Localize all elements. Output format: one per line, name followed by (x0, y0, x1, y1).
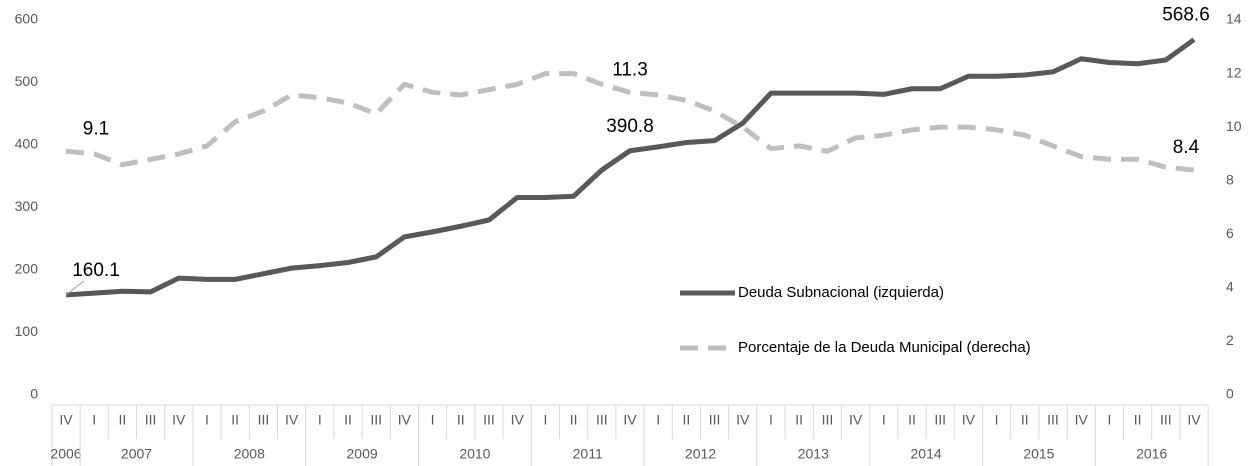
year-label: 2011 (573, 446, 603, 462)
year-label: 2007 (121, 446, 152, 462)
y2-tick-label: 6 (1226, 225, 1234, 241)
year-label: 2008 (234, 446, 265, 462)
year-label: 2012 (685, 446, 716, 462)
x-tick-label: I (318, 412, 322, 428)
x-tick-label: I (995, 412, 999, 428)
y2-tick-label: 8 (1226, 171, 1234, 187)
x-tick-label: IV (285, 412, 299, 428)
x-tick-label: III (258, 412, 270, 428)
y-tick-label: 400 (15, 136, 39, 152)
y2-tick-label: 12 (1226, 64, 1242, 80)
x-tick-label: I (205, 412, 209, 428)
x-tick-label: III (370, 412, 382, 428)
y2-tick-label: 14 (1226, 11, 1242, 27)
y-tick-label: 300 (15, 198, 39, 214)
x-tick-label: IV (398, 412, 412, 428)
x-tick-label: IV (511, 412, 525, 428)
x-tick-label: III (483, 412, 495, 428)
x-tick-label: I (92, 412, 96, 428)
data-label: 390.8 (606, 116, 654, 137)
x-tick-label: I (656, 412, 660, 428)
data-label: 11.3 (612, 59, 648, 80)
x-tick-label: I (431, 412, 435, 428)
x-tick-label: II (570, 412, 578, 428)
data-label: 568.6 (1162, 5, 1210, 26)
y2-tick-label: 4 (1226, 279, 1234, 295)
x-tick-label: IV (736, 412, 750, 428)
data-label: 8.4 (1173, 137, 1200, 158)
x-tick-label: II (1134, 412, 1142, 428)
x-tick-label: IV (1075, 412, 1089, 428)
x-tick-label: IV (1187, 412, 1201, 428)
leader-line (65, 280, 85, 296)
x-tick-label: II (119, 412, 127, 428)
year-label: 2015 (1023, 446, 1054, 462)
x-tick-label: I (769, 412, 773, 428)
year-label: 2006 (50, 446, 81, 462)
data-label: 160.1 (72, 260, 120, 281)
x-tick-label: II (344, 412, 352, 428)
series-line (65, 37, 1196, 298)
year-label: 2016 (1136, 446, 1167, 462)
x-tick-label: III (934, 412, 946, 428)
x-tick-label: IV (59, 412, 73, 428)
y-tick-label: 600 (15, 11, 39, 27)
legend-label: Porcentaje de la Deuda Municipal (derech… (738, 339, 1031, 356)
legend-label: Deuda Subnacional (izquierda) (738, 284, 944, 301)
x-tick-label: III (596, 412, 608, 428)
y2-tick-label: 10 (1226, 118, 1242, 134)
x-tick-label: IV (849, 412, 863, 428)
x-tick-label: III (1160, 412, 1172, 428)
x-tick-label: II (231, 412, 239, 428)
x-tick-label: II (457, 412, 465, 428)
x-tick-label: IV (962, 412, 976, 428)
x-tick-label: II (683, 412, 691, 428)
y-tick-label: 500 (15, 73, 39, 89)
y-tick-label: 200 (15, 261, 39, 277)
x-tick-label: I (1107, 412, 1111, 428)
x-tick-label: III (1047, 412, 1059, 428)
year-label: 2009 (347, 446, 378, 462)
y-tick-label: 0 (30, 386, 38, 402)
x-tick-label: III (822, 412, 834, 428)
x-tick-label: IV (172, 412, 186, 428)
year-label: 2013 (798, 446, 829, 462)
x-tick-label: I (543, 412, 547, 428)
year-label: 2014 (911, 446, 942, 462)
x-tick-label: III (709, 412, 721, 428)
y2-tick-label: 2 (1226, 332, 1234, 348)
series-line (65, 71, 1195, 173)
y-tick-label: 100 (15, 323, 39, 339)
x-tick-label: II (795, 412, 803, 428)
x-tick-label: III (145, 412, 157, 428)
y2-tick-label: 0 (1226, 386, 1234, 402)
x-tick-label: I (882, 412, 886, 428)
data-label: 9.1 (83, 118, 109, 139)
x-tick-label: II (1021, 412, 1029, 428)
year-label: 2010 (459, 446, 490, 462)
x-tick-label: IV (623, 412, 637, 428)
x-tick-label: II (908, 412, 916, 428)
